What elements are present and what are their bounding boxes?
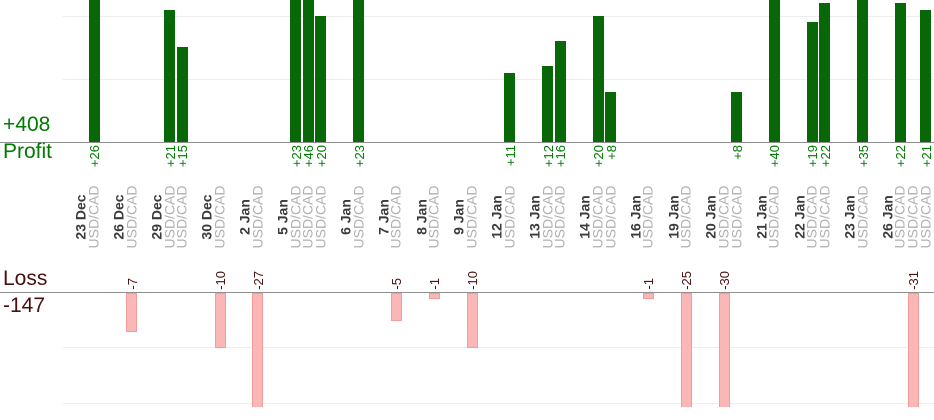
loss-bar [214,293,226,348]
profit-bar [605,92,617,142]
loss-value-label: -31 [905,271,921,290]
profit-gridline-20 [63,16,934,17]
profit-bar [302,0,314,142]
profit-plot-area [0,0,934,142]
instrument-label: USD/CAD [727,185,744,249]
profit-value-label: +40 [767,145,783,168]
instrument-label: USD/CAD [853,185,870,249]
profit-bar [920,10,932,142]
instrument-label: USD/CAD [551,185,568,249]
profit-axis-title: Profit [3,140,53,163]
profit-bar [857,0,869,142]
instrument-label: USD/CAD [85,185,102,249]
instrument-label: USD/CAD [211,185,228,249]
loss-plot-area [0,293,934,407]
instrument-label: USD/CAD [677,185,694,249]
loss-value-label: -1 [427,278,443,290]
profit-value-label: +22 [817,145,833,168]
profit-gridline-10 [63,79,934,80]
loss-axis-title: Loss [3,267,48,290]
loss-bar [390,293,402,321]
profit-bar [819,3,831,142]
loss-bar [642,293,654,299]
loss-gridline-20 [63,403,934,404]
profit-value-label: +23 [351,145,367,168]
instrument-label: USD/CAD [173,185,190,249]
profit-bar [88,0,100,142]
instrument-label: USD/CAD [123,185,140,249]
profit-value-label: +15 [175,145,191,168]
loss-bar [907,293,919,407]
profit-bar [315,16,327,142]
loss-value-label: -7 [124,278,140,290]
loss-bar [126,293,138,332]
loss-value-label: -30 [716,271,732,290]
loss-total-label: -147 [3,294,46,317]
instrument-label: USD/CAD [349,185,366,249]
instrument-label: USD/CAD [425,185,442,249]
profit-bar [731,92,743,142]
profit-value-label: +21 [918,145,934,168]
profit-value-label: +8 [729,145,745,160]
loss-value-label: -10 [464,271,480,290]
profit-bar [504,73,516,142]
instrument-label: USD/CAD [312,185,329,249]
loss-value-label: -10 [212,271,228,290]
profit-value-label: +22 [893,145,909,168]
loss-bar [252,293,264,407]
profit-bar [806,22,818,142]
loss-bar [718,293,730,407]
instrument-label: USD/CAD [249,185,266,249]
profit-bar [542,66,554,142]
instrument-label: USD/CAD [501,185,518,249]
profit-axis-line [0,142,934,143]
loss-bar [680,293,692,407]
instrument-label: USD/CAD [463,185,480,249]
profit-total-label: +408 [3,113,51,136]
profit-bar [176,47,188,142]
instrument-label: USD/CAD [765,185,782,249]
profit-bar [554,41,566,142]
loss-value-label: -27 [250,271,266,290]
profit-bar [290,0,302,142]
profit-value-label: +26 [86,145,102,168]
instrument-label: USD/CAD [601,185,618,249]
instrument-label: USD/CAD [816,185,833,249]
profit-bar [164,10,176,142]
profit-bar [894,3,906,142]
profit-bar [592,16,604,142]
profit-bar [768,0,780,142]
loss-value-label: -1 [641,278,657,290]
instrument-label: USD/CAD [916,185,933,249]
loss-bar [428,293,440,299]
loss-value-label: -25 [679,271,695,290]
profit-value-label: +11 [502,145,518,167]
loss-gridline-10 [63,347,934,348]
profit-value-label: +8 [603,145,619,160]
loss-bar [466,293,478,348]
profit-value-label: +16 [553,145,569,168]
instrument-label: USD/CAD [387,185,404,249]
loss-value-label: -5 [389,278,405,290]
profit-bar [353,0,365,142]
profit-value-label: +20 [313,145,329,168]
instrument-label: USD/CAD [639,185,656,249]
loss-axis-line [0,292,934,293]
profit-value-label: +35 [855,145,871,168]
